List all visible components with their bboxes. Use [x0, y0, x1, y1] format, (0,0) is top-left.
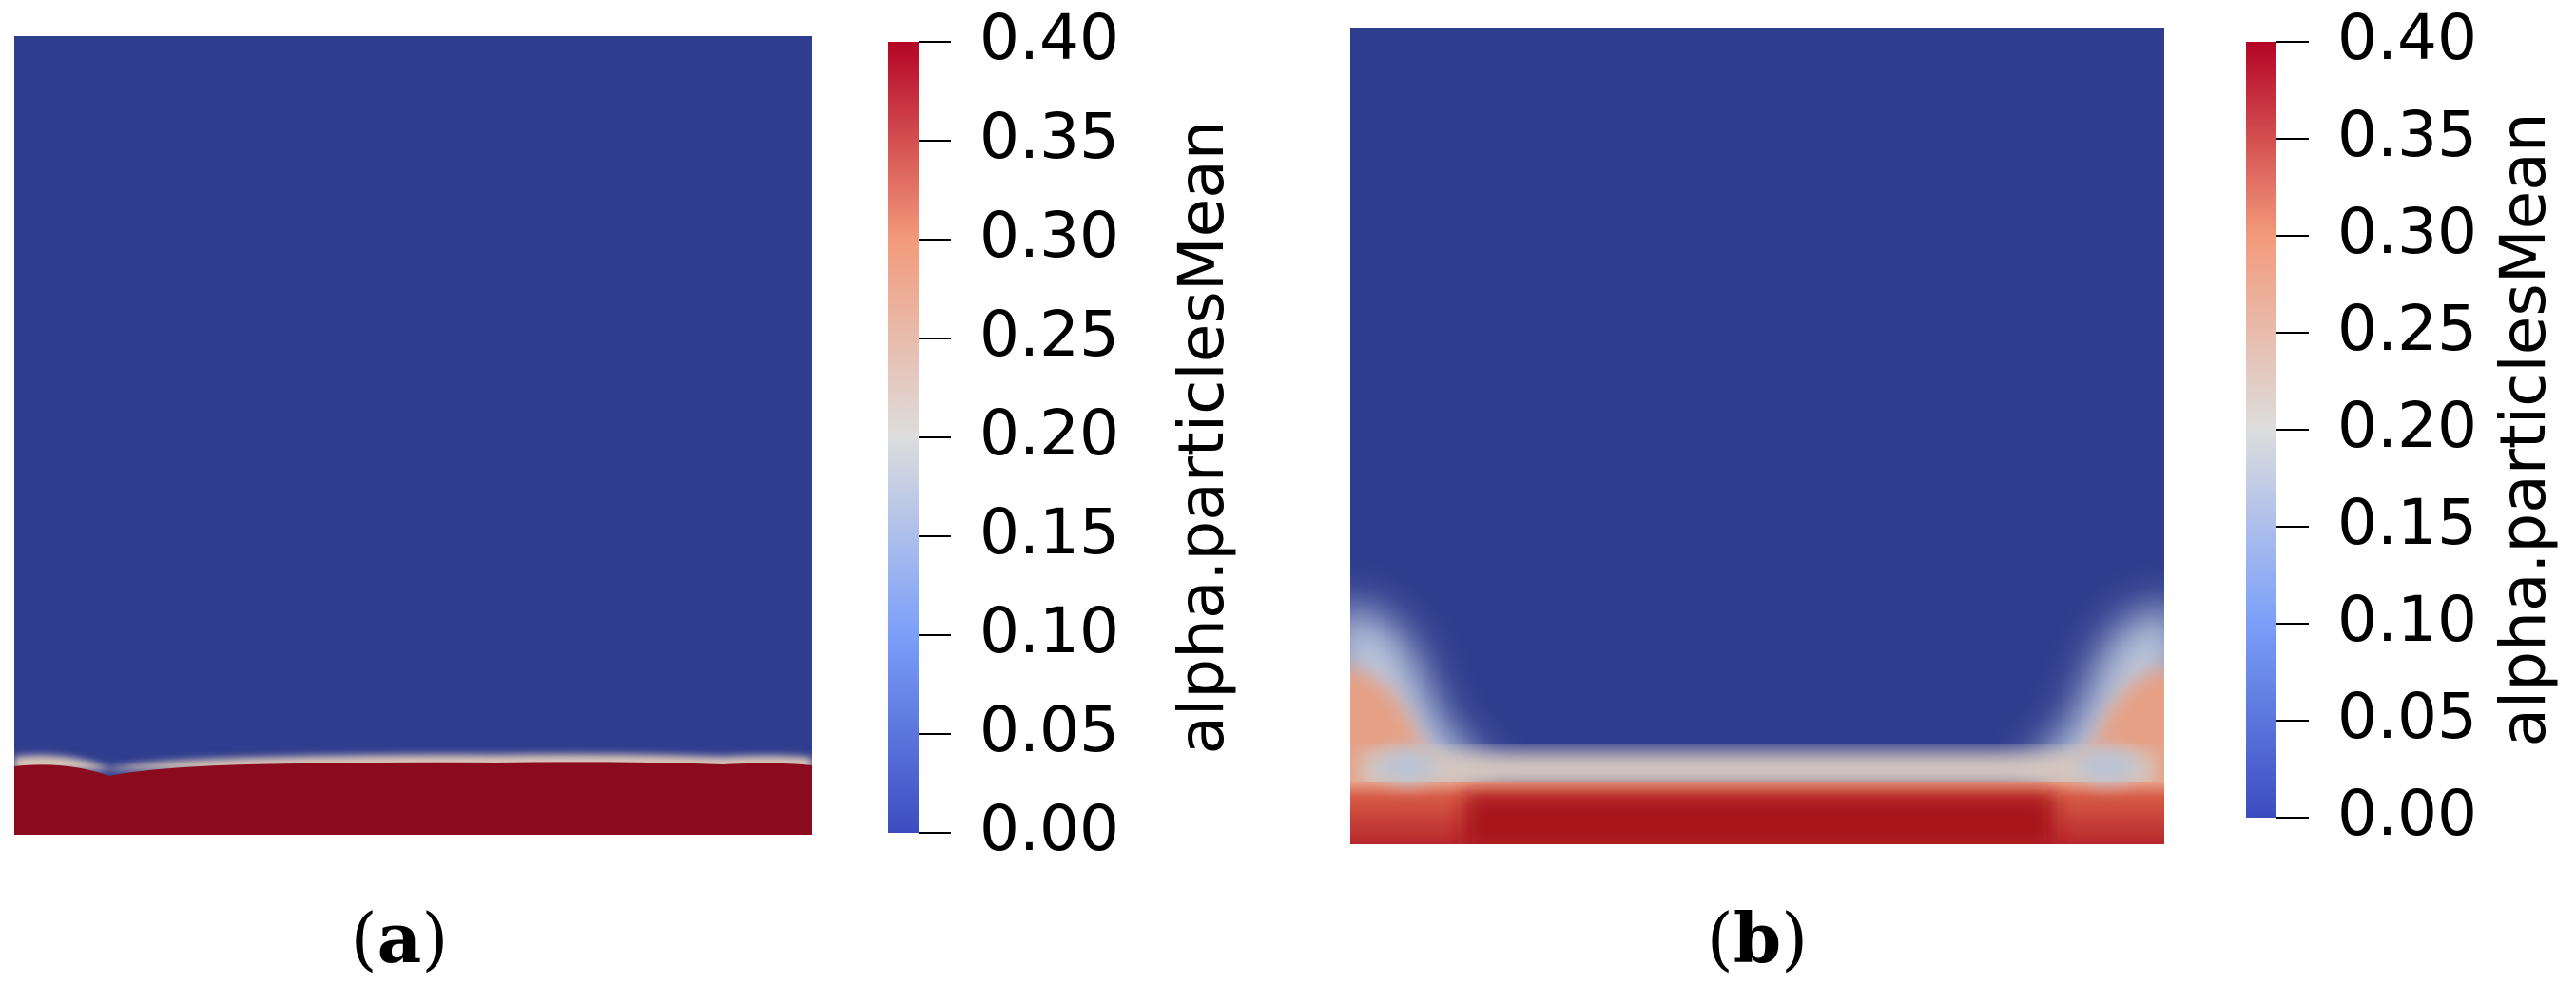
colorbar-tick-label: 0.40 [2337, 1, 2477, 74]
colorbar-b-gradient [2246, 42, 2276, 818]
panel-a-field [14, 36, 812, 835]
colorbar-tick-label: 0.10 [979, 594, 1119, 667]
colorbar-tick-label: 0.05 [2337, 680, 2477, 753]
colorbar-b-title: alpha.particlesMean [2487, 112, 2560, 746]
colorbar-tick-label: 0.40 [979, 1, 1119, 74]
colorbar-tick-label: 0.15 [2337, 486, 2477, 559]
colorbar-tick-label: 0.35 [2337, 98, 2477, 171]
panel-a-caption: (a) [351, 898, 449, 978]
colorbar-tick-label: 0.20 [2337, 389, 2477, 462]
colorbar-a-gradient [888, 42, 919, 833]
colorbar-b: 0.40 0.35 0.30 0.25 0.20 0.15 0.10 0.05 0.00 alp… [2246, 1, 2560, 850]
colorbar-tick-label: 0.20 [979, 396, 1119, 470]
panel-b-caption: (b) [1707, 898, 1809, 978]
colorbar-tick-label: 0.30 [979, 199, 1119, 272]
colorbar-tick-label: 0.05 [979, 693, 1119, 766]
colorbar-tick-label: 0.25 [979, 298, 1119, 371]
colorbar-a-title: alpha.particlesMean [1165, 120, 1238, 754]
colorbar-tick-label: 0.35 [979, 100, 1119, 173]
colorbar-tick-label: 0.00 [2337, 777, 2477, 850]
colorbar-a: 0.40 0.35 0.30 0.25 0.20 0.15 0.10 0.05 0.00 alp… [888, 1, 1238, 865]
colorbar-tick-label: 0.15 [979, 495, 1119, 569]
colorbar-tick-label: 0.30 [2337, 195, 2477, 268]
colorbar-tick-label: 0.25 [2337, 292, 2477, 365]
panel-b-field [1350, 28, 2164, 844]
colorbar-tick-label: 0.10 [2337, 583, 2477, 656]
colorbar-tick-label: 0.00 [979, 792, 1119, 865]
